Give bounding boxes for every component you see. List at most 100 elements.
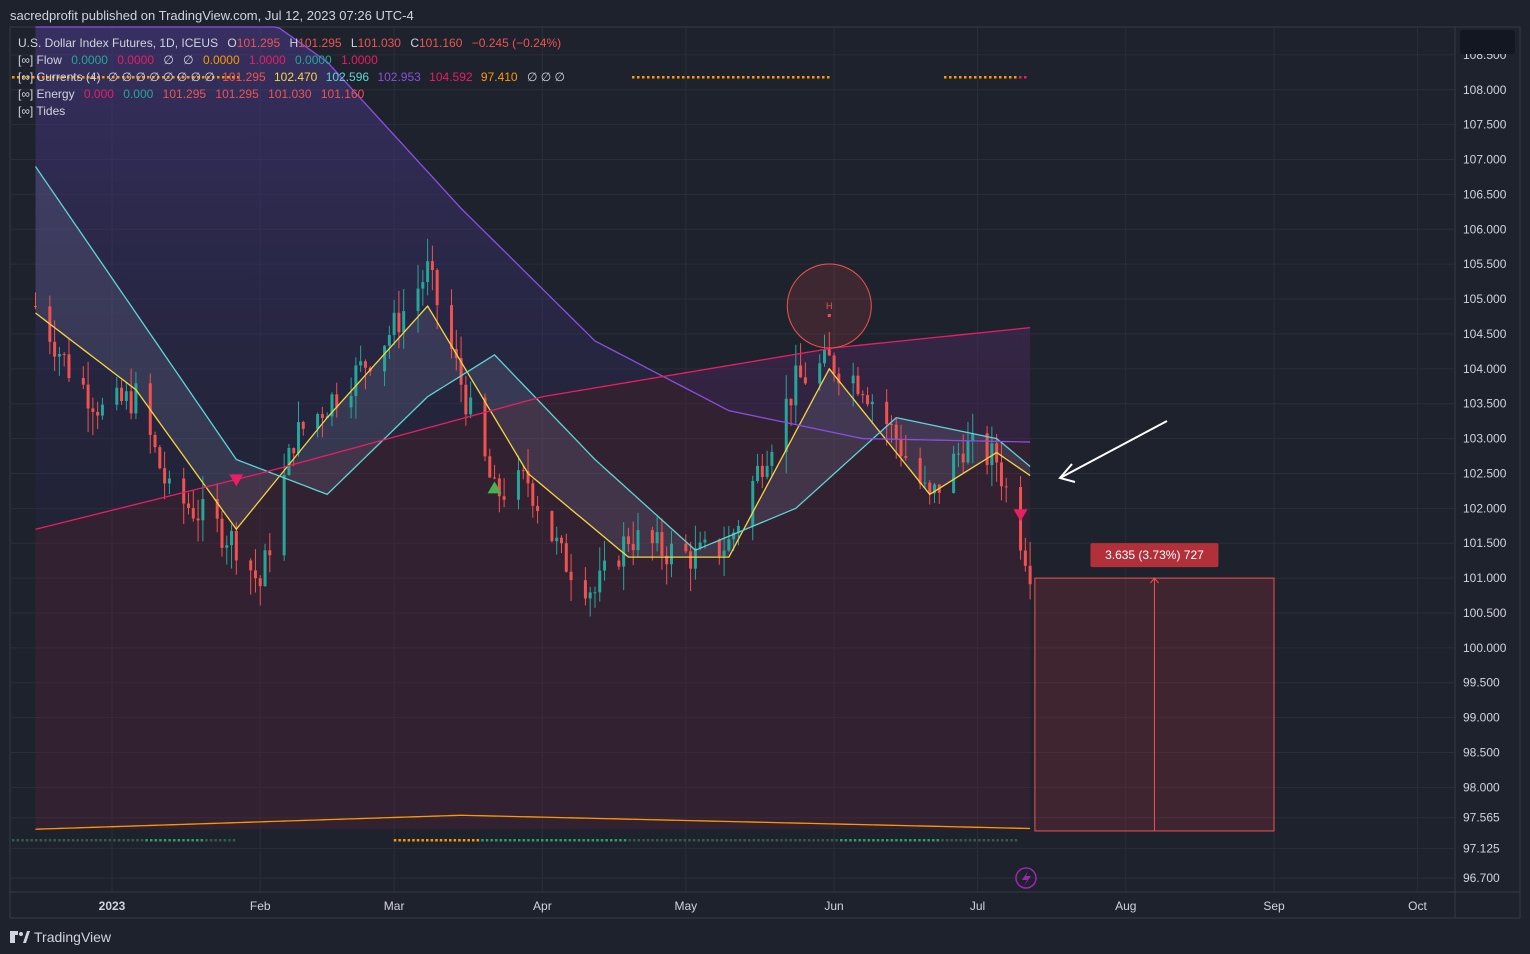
candle-body <box>722 550 726 557</box>
bottom-dot <box>619 839 622 842</box>
indicator-fills <box>35 27 1031 830</box>
bottom-dot <box>568 839 572 842</box>
top-dot <box>647 76 650 79</box>
bottom-dot <box>780 839 783 842</box>
bottom-dot <box>173 839 176 842</box>
candle-body <box>201 498 205 521</box>
tradingview-logo[interactable]: TradingView <box>10 929 111 945</box>
top-dot <box>237 76 240 79</box>
bottom-dot <box>996 839 999 842</box>
top-dot <box>1009 76 1012 79</box>
top-dot <box>202 76 205 79</box>
bottom-dot <box>692 839 696 842</box>
bottom-dot <box>660 839 664 842</box>
bottom-dot <box>688 839 691 842</box>
bottom-dot <box>798 839 802 842</box>
candle-body <box>469 397 473 415</box>
bottom-dot <box>835 839 838 842</box>
top-dot <box>777 76 780 79</box>
top-dot <box>979 76 982 79</box>
candle-body <box>263 550 267 587</box>
top-dot <box>77 76 80 79</box>
upper-band-fill <box>35 27 1031 530</box>
candle-body <box>359 361 363 366</box>
candle-body <box>956 453 960 455</box>
candle-body <box>124 391 128 402</box>
bottom-dot <box>991 839 995 842</box>
top-dot <box>949 76 952 79</box>
candle-body <box>636 530 640 551</box>
candle-body <box>526 470 530 484</box>
candle-body <box>316 414 320 429</box>
bottom-dot <box>416 839 420 842</box>
price-tick-label: 99.500 <box>1463 676 1500 690</box>
bottom-dot <box>978 839 981 842</box>
top-dot <box>12 76 15 79</box>
top-dot <box>792 76 795 79</box>
bottom-dot <box>853 839 857 842</box>
bottom-dot <box>490 839 493 842</box>
time-tick-label: Mar <box>384 899 405 913</box>
bottom-dot <box>1010 839 1013 842</box>
candle-body <box>784 398 788 452</box>
candle-body <box>555 537 559 542</box>
top-dot <box>1004 76 1007 79</box>
candle-body <box>301 422 305 429</box>
bottom-dot <box>536 839 539 842</box>
bottom-dot <box>453 839 457 842</box>
candle-body <box>397 312 401 333</box>
bottom-dot <box>582 839 585 842</box>
bottom-dot <box>16 839 20 842</box>
bottom-dot <box>94 839 98 842</box>
top-dot <box>152 76 155 79</box>
price-tick-label: 98.000 <box>1463 780 1500 794</box>
time-axis[interactable]: 2023 Feb Mar Apr May Jun Jul Aug Sep Oct <box>10 891 1520 913</box>
bottom-dot <box>67 839 70 842</box>
ma-line-purple_ma <box>35 26 1031 443</box>
signal-markers <box>229 474 1028 522</box>
top-dot <box>964 76 967 79</box>
candle-body <box>765 465 769 477</box>
top-dot <box>162 76 165 79</box>
top-dot <box>994 76 997 79</box>
bottom-dot <box>651 839 654 842</box>
candle-body <box>53 341 57 357</box>
bottom-dot <box>117 839 121 842</box>
top-dot <box>732 76 735 79</box>
bottom-dot <box>39 839 43 842</box>
top-dot <box>762 76 765 79</box>
top-dot <box>87 76 90 79</box>
bottom-dot <box>849 839 852 842</box>
bottom-dot <box>734 839 737 842</box>
bottom-dot <box>398 839 401 842</box>
top-dot <box>959 76 962 79</box>
candle-body <box>827 349 831 356</box>
lightning-icon <box>1015 867 1037 889</box>
candle-body <box>383 345 387 372</box>
bottom-dot <box>30 839 33 842</box>
top-dot <box>82 76 85 79</box>
candle-body <box>799 365 803 378</box>
bottom-dot <box>522 839 526 842</box>
candle-body <box>287 447 291 475</box>
candle-body <box>1023 550 1027 566</box>
bottom-dot <box>679 839 682 842</box>
top-dot <box>67 76 70 79</box>
bottom-dot <box>159 839 162 842</box>
candle-body <box>497 478 501 497</box>
price-axis[interactable]: 108.500108.000107.500107.000106.500106.0… <box>1454 27 1515 918</box>
bottom-dot <box>959 839 963 842</box>
bottom-dot <box>196 839 199 842</box>
bottom-dot <box>766 839 769 842</box>
price-tick-label: 105.000 <box>1463 292 1507 306</box>
candle-body <box>655 532 659 544</box>
bottom-dot <box>950 839 953 842</box>
candle-body <box>626 536 630 545</box>
candle-body <box>985 433 989 465</box>
candle-body <box>603 560 607 571</box>
bottom-dot <box>476 839 480 842</box>
bottom-dot <box>605 839 608 842</box>
bottom-dot <box>205 839 208 842</box>
bottom-dot <box>955 839 958 842</box>
